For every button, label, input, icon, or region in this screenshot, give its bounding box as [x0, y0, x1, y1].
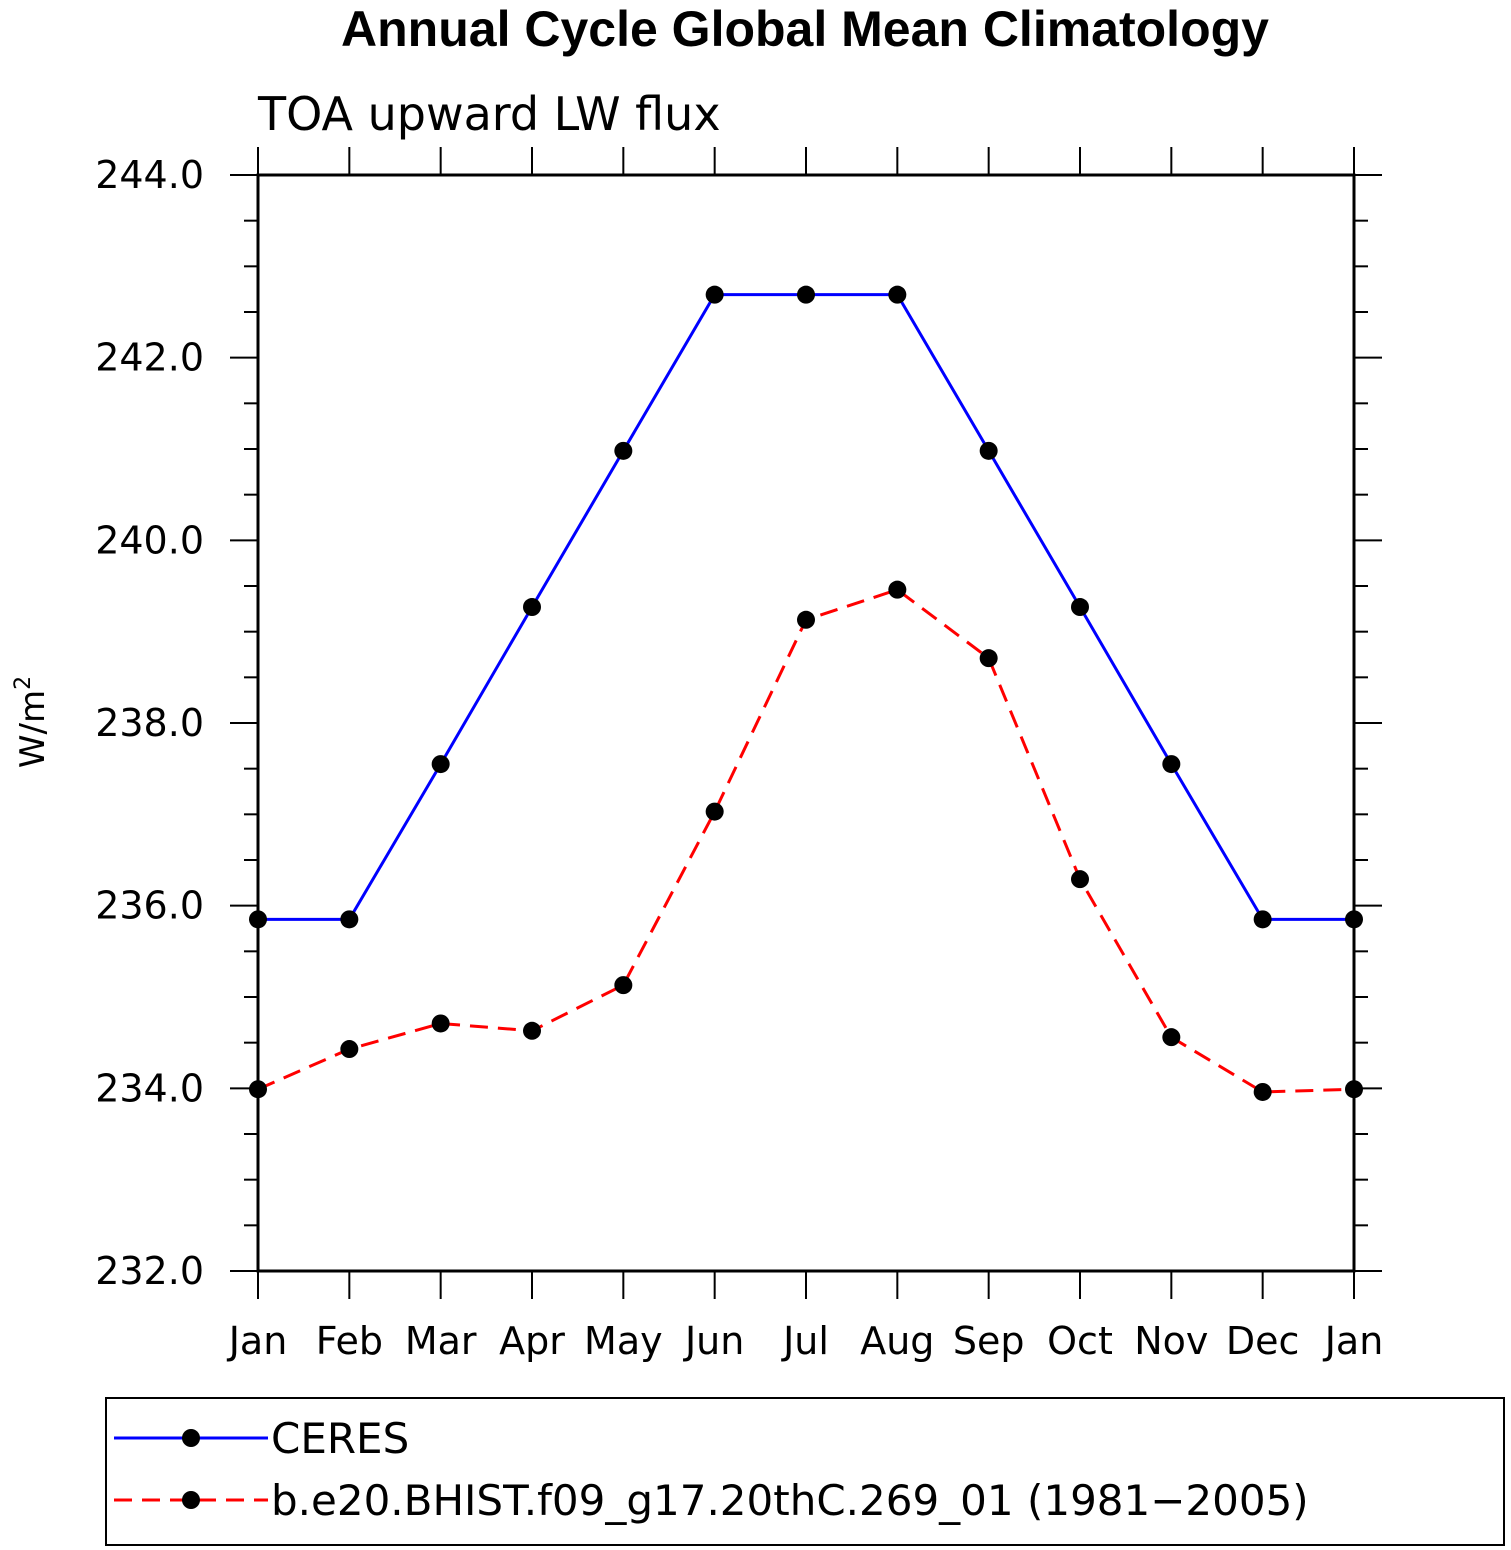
- series-1-point: [1071, 598, 1089, 617]
- legend-marker-2: [182, 1491, 200, 1509]
- series-1-point: [431, 755, 450, 774]
- x-tick-label: Aug: [860, 1319, 934, 1363]
- x-tick-labels: Jan Feb Mar Apr May Jun Jul Aug Sep Oct Nov Dec Jan: [227, 1319, 1384, 1363]
- x-tick-label: Jun: [683, 1319, 744, 1363]
- legend-marker-1: [182, 1429, 200, 1447]
- series-1-point: [979, 441, 998, 460]
- x-tick-label: Sep: [953, 1319, 1025, 1363]
- y-tick-label: 238.0: [95, 701, 204, 745]
- series-1-point: [797, 285, 815, 304]
- x-tick-label: Jan: [1323, 1319, 1384, 1363]
- x-tick-label: Apr: [499, 1319, 565, 1363]
- series-2-point: [888, 580, 907, 599]
- x-tick-label: Jan: [227, 1319, 288, 1363]
- y-tick-label: 234.0: [95, 1066, 204, 1110]
- series-2-point: [1071, 870, 1089, 889]
- series-1-point: [614, 441, 633, 460]
- series-1-point: [1253, 910, 1272, 929]
- axes: [230, 147, 1382, 1299]
- series-1-point: [1345, 910, 1363, 929]
- legend-label-1: CERES: [271, 1414, 409, 1463]
- series-2-point: [797, 610, 815, 629]
- series-2-point: [1253, 1082, 1272, 1101]
- chart-title: Annual Cycle Global Mean Climatology: [341, 1, 1269, 57]
- series-2-point: [523, 1021, 541, 1040]
- legend-label-2: b.e20.BHIST.f09_g17.20thC.269_01 (1981−2…: [271, 1476, 1309, 1525]
- x-tick-label: Oct: [1047, 1319, 1113, 1363]
- plot-frame: [256, 173, 1356, 1273]
- series-2-point: [1345, 1080, 1363, 1099]
- legend: CERES b.e20.BHIST.f09_g17.20thC.269_01 (1…: [105, 1397, 1505, 1546]
- chart-subtitle: TOA upward LW flux: [257, 87, 721, 141]
- series-2-point: [340, 1040, 359, 1059]
- series-1-point: [888, 285, 907, 304]
- y-tick-label: 244.0: [95, 153, 204, 197]
- series-2-point: [1162, 1028, 1181, 1047]
- series-1-point: [340, 910, 359, 929]
- series-line-1: [258, 293, 1354, 921]
- y-tick-label: 240.0: [95, 518, 204, 562]
- svg-text:W/m2: W/m2: [11, 676, 53, 768]
- series-2-point: [431, 1014, 450, 1033]
- series-1-point: [249, 910, 267, 929]
- series-2-point: [705, 802, 724, 821]
- x-tick-label: Jul: [781, 1319, 829, 1363]
- y-tick-label: 232.0: [95, 1249, 204, 1293]
- series-1-point: [523, 598, 541, 617]
- y-axis-label: W/m2: [11, 676, 53, 768]
- series-layer: [249, 285, 1363, 1101]
- x-tick-label: Nov: [1134, 1319, 1208, 1363]
- legend-box: [105, 1397, 1505, 1546]
- series-2-point: [979, 649, 998, 668]
- x-tick-label: May: [584, 1319, 663, 1363]
- series-line-2: [257, 588, 1355, 1094]
- series-1-point: [1162, 755, 1181, 774]
- x-tick-label: Dec: [1226, 1319, 1300, 1363]
- y-tick-labels: 232.0 234.0 236.0 238.0 240.0 242.0 244.0: [95, 153, 204, 1293]
- series-1-point: [705, 285, 724, 304]
- series-2-point: [249, 1080, 267, 1099]
- series-2-point: [614, 976, 633, 995]
- x-tick-label: Mar: [405, 1319, 477, 1363]
- x-tick-label: Feb: [316, 1319, 383, 1363]
- y-tick-label: 242.0: [95, 336, 204, 380]
- y-tick-label: 236.0: [95, 884, 204, 928]
